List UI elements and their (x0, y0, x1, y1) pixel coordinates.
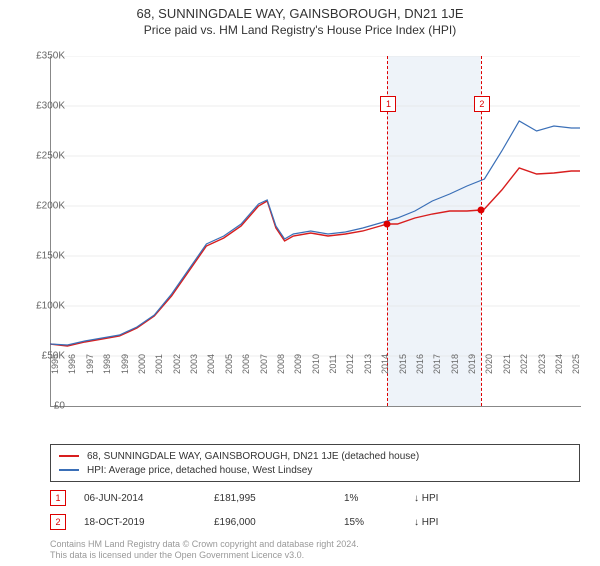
sale-price-1: £181,995 (214, 493, 344, 504)
x-tick-label: 2025 (571, 354, 581, 374)
chart-subtitle: Price paid vs. HM Land Registry's House … (0, 23, 600, 37)
y-tick-label: £250K (25, 151, 65, 162)
x-tick-label: 2004 (206, 354, 216, 374)
sale-row-2: 2 18-OCT-2019 £196,000 15% ↓ HPI (50, 514, 580, 530)
y-tick-label: £300K (25, 101, 65, 112)
legend-swatch-property (59, 455, 79, 457)
sale-date-2: 18-OCT-2019 (84, 517, 214, 528)
x-tick-label: 1996 (67, 354, 77, 374)
sale-date-1: 06-JUN-2014 (84, 493, 214, 504)
x-tick-label: 2019 (467, 354, 477, 374)
x-tick-label: 2008 (276, 354, 286, 374)
x-tick-label: 2013 (363, 354, 373, 374)
x-tick-label: 2000 (137, 354, 147, 374)
legend-row-hpi: HPI: Average price, detached house, West… (59, 463, 571, 477)
x-tick-label: 2003 (189, 354, 199, 374)
y-tick-label: £0 (25, 401, 65, 412)
x-tick-label: 1997 (85, 354, 95, 374)
sale-row-1: 1 06-JUN-2014 £181,995 1% ↓ HPI (50, 490, 580, 506)
legend-container: 68, SUNNINGDALE WAY, GAINSBOROUGH, DN21 … (50, 444, 580, 530)
x-tick-label: 2015 (398, 354, 408, 374)
x-tick-label: 2005 (224, 354, 234, 374)
x-tick-label: 2023 (537, 354, 547, 374)
sale-dot-2 (477, 207, 484, 214)
x-tick-label: 2018 (450, 354, 460, 374)
y-tick-label: £200K (25, 201, 65, 212)
x-tick-label: 2010 (311, 354, 321, 374)
legend-swatch-hpi (59, 469, 79, 471)
x-tick-label: 2001 (154, 354, 164, 374)
sale-marker-badge-1: 1 (380, 96, 396, 112)
x-tick-label: 2009 (293, 354, 303, 374)
legend-row-property: 68, SUNNINGDALE WAY, GAINSBOROUGH, DN21 … (59, 449, 571, 463)
sale-price-2: £196,000 (214, 517, 344, 528)
legend-label-property: 68, SUNNINGDALE WAY, GAINSBOROUGH, DN21 … (87, 451, 419, 462)
footer-attribution: Contains HM Land Registry data © Crown c… (50, 539, 359, 562)
sale-hpi-1: ↓ HPI (414, 493, 438, 504)
chart-title: 68, SUNNINGDALE WAY, GAINSBOROUGH, DN21 … (0, 6, 600, 21)
x-tick-label: 2021 (502, 354, 512, 374)
sale-dot-1 (384, 221, 391, 228)
x-tick-label: 1995 (50, 354, 60, 374)
sale-pct-2: 15% (344, 517, 414, 528)
x-tick-label: 2012 (345, 354, 355, 374)
x-tick-label: 1998 (102, 354, 112, 374)
x-tick-label: 2014 (380, 354, 390, 374)
sale-badge-1: 1 (50, 490, 66, 506)
x-tick-label: 2024 (554, 354, 564, 374)
x-tick-label: 2022 (519, 354, 529, 374)
x-tick-label: 2016 (415, 354, 425, 374)
x-tick-label: 1999 (120, 354, 130, 374)
sale-marker-badge-2: 2 (474, 96, 490, 112)
sale-hpi-2: ↓ HPI (414, 517, 438, 528)
sale-badge-2: 2 (50, 514, 66, 530)
x-tick-label: 2007 (259, 354, 269, 374)
x-tick-label: 2002 (172, 354, 182, 374)
x-tick-label: 2006 (241, 354, 251, 374)
y-tick-label: £100K (25, 301, 65, 312)
x-tick-label: 2020 (484, 354, 494, 374)
y-tick-label: £150K (25, 251, 65, 262)
x-tick-label: 2017 (432, 354, 442, 374)
y-tick-label: £350K (25, 51, 65, 62)
series-legend-box: 68, SUNNINGDALE WAY, GAINSBOROUGH, DN21 … (50, 444, 580, 482)
x-tick-label: 2011 (328, 354, 338, 373)
sale-pct-1: 1% (344, 493, 414, 504)
legend-label-hpi: HPI: Average price, detached house, West… (87, 465, 312, 476)
